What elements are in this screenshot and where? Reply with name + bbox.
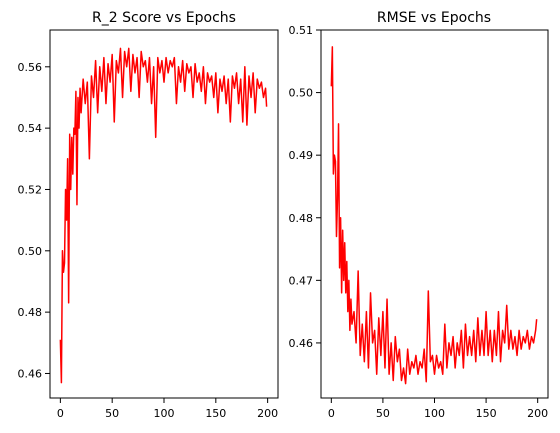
r2-series-line (59, 47, 268, 384)
rmse-y-tick-label: 0.48 (289, 212, 314, 225)
rmse-x-tick: 200 (527, 398, 548, 420)
r2-x-tick-label: 200 (257, 407, 278, 420)
r2-y-tick: 0.46 (18, 367, 50, 380)
rmse-y-tick: 0.49 (289, 149, 321, 162)
r2-x-tick: 200 (257, 398, 278, 420)
r2-y-tick: 0.56 (18, 61, 50, 74)
rmse-axes-frame (320, 29, 549, 399)
rmse-y-tick: 0.50 (289, 87, 321, 100)
r2-y-tick-label: 0.52 (18, 183, 43, 196)
r2-x-tick-label: 150 (205, 407, 226, 420)
rmse-x-tick-label: 0 (328, 407, 335, 420)
r2-axes-frame (49, 29, 279, 399)
rmse-y-tick-label: 0.46 (289, 337, 314, 350)
rmse-y-tick: 0.46 (289, 337, 321, 350)
r2-plot-area: 0 50 100 150 200 0.46 0.48 0.50 0.52 0.54 0.56 (18, 47, 278, 420)
rmse-x-tick: 0 (328, 398, 335, 420)
rmse-plot-area: 0 50 100 150 200 0.46 0.47 0.48 0.49 0.50 0.51 (289, 24, 549, 420)
r2-chart: R_2 Score vs Epochs 0 50 100 150 200 0.46 0.48… (18, 10, 279, 420)
rmse-x-tick-label: 100 (424, 407, 445, 420)
rmse-y-tick-label: 0.50 (289, 87, 314, 100)
rmse-y-tick-label: 0.47 (289, 274, 314, 287)
rmse-y-tick: 0.51 (289, 24, 321, 37)
rmse-y-tick-label: 0.51 (289, 24, 314, 37)
r2-y-tick: 0.48 (18, 306, 50, 319)
r2-y-tick-label: 0.56 (18, 61, 43, 74)
r2-y-tick-label: 0.48 (18, 306, 43, 319)
rmse-chart-title: RMSE vs Epochs (377, 10, 491, 26)
r2-y-tick: 0.52 (18, 183, 50, 196)
rmse-chart: RMSE vs Epochs 0 50 100 150 2000.460.470.480… (289, 10, 549, 420)
rmse-series-line (330, 46, 538, 385)
rmse-x-tick-label: 50 (376, 407, 390, 420)
r2-x-tick: 0 (57, 398, 64, 420)
rmse-y-tick: 0.48 (289, 212, 321, 225)
r2-x-tick: 150 (205, 398, 226, 420)
rmse-x-tick-label: 200 (527, 407, 548, 420)
rmse-x-tick: 100 (424, 398, 445, 420)
rmse-x-tick: 50 (376, 398, 390, 420)
r2-x-tick-label: 100 (154, 407, 175, 420)
r2-y-tick-label: 0.50 (18, 245, 43, 258)
rmse-x-tick-label: 150 (476, 407, 497, 420)
r2-x-tick-label: 0 (57, 407, 64, 420)
r2-y-tick: 0.50 (18, 245, 50, 258)
rmse-y-tick: 0.47 (289, 274, 321, 287)
r2-chart-title: R_2 Score vs Epochs (92, 10, 236, 26)
r2-x-tick-label: 50 (105, 407, 119, 420)
r2-y-tick-label: 0.54 (18, 122, 43, 135)
r2-y-tick-label: 0.46 (18, 367, 43, 380)
r2-x-tick: 100 (154, 398, 175, 420)
rmse-x-tick: 150 (476, 398, 497, 420)
r2-y-tick: 0.54 (18, 122, 50, 135)
rmse-y-tick-label: 0.49 (289, 149, 314, 162)
r2-x-tick: 50 (105, 398, 119, 420)
